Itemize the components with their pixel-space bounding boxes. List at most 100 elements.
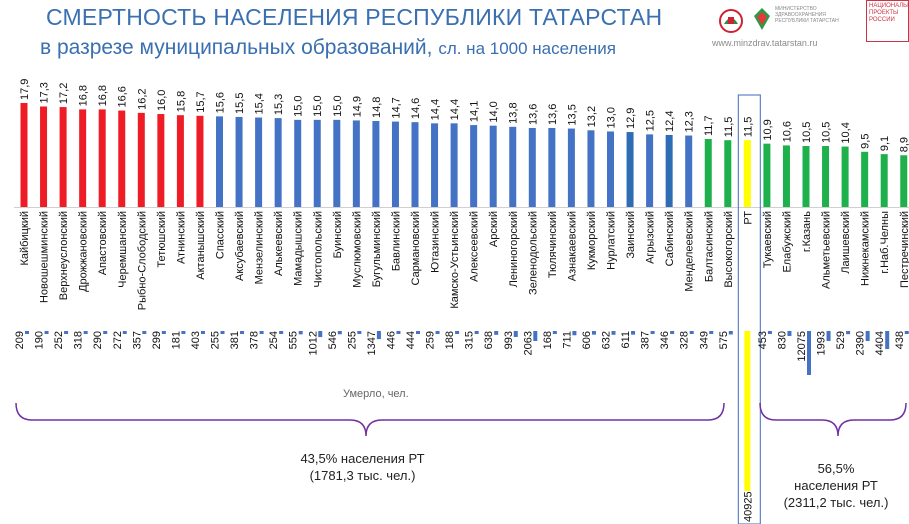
deaths-bar-8 bbox=[181, 331, 186, 334]
rate-label-35: 11,7 bbox=[703, 115, 715, 136]
group-left-note: 43,5% населения РТ (1781,3 тыс. чел.) bbox=[280, 450, 445, 484]
rate-bar-5 bbox=[118, 110, 126, 207]
rate-label-26: 13,6 bbox=[527, 104, 539, 125]
deaths-bar-9 bbox=[200, 331, 205, 334]
deaths-bar-5 bbox=[122, 331, 127, 334]
rate-bar-45 bbox=[900, 155, 908, 207]
rate-label-15: 15,0 bbox=[312, 95, 324, 116]
rate-label-24: 14,0 bbox=[488, 101, 500, 122]
rate-label-0: 17,9 bbox=[19, 79, 31, 100]
deaths-bar-39 bbox=[787, 331, 792, 336]
rate-bar-17 bbox=[352, 120, 360, 207]
rate-label-17: 14,9 bbox=[351, 96, 363, 117]
category-label-15: Чистопольский bbox=[312, 211, 324, 288]
deaths-label-43: 2390 bbox=[855, 331, 867, 355]
rate-bar-40 bbox=[802, 145, 810, 207]
group-left-brace bbox=[15, 402, 725, 437]
rate-bar-2 bbox=[59, 107, 67, 207]
category-label-32: Агрызский bbox=[645, 211, 657, 264]
rate-bar-28 bbox=[567, 128, 575, 207]
category-label-1: Новошешминский bbox=[39, 211, 51, 303]
deaths-bar-13 bbox=[279, 331, 284, 334]
category-label-33: Сабинский bbox=[664, 211, 676, 266]
deaths-bar-38 bbox=[767, 331, 772, 334]
deaths-label: Умерло, чел. bbox=[343, 388, 409, 400]
deaths-bar-23 bbox=[474, 331, 479, 334]
deaths-bar-2 bbox=[64, 331, 69, 334]
deaths-bar-36 bbox=[728, 331, 733, 335]
rate-bar-44 bbox=[880, 154, 888, 207]
rate-label-40: 10,5 bbox=[801, 122, 813, 143]
rate-bar-7 bbox=[157, 114, 165, 207]
rate-label-22: 14,4 bbox=[449, 99, 461, 120]
rate-bar-22 bbox=[450, 123, 458, 207]
website-link[interactable]: www.minzdrav.tatarstan.ru bbox=[712, 38, 818, 48]
rate-label-45: 8,9 bbox=[899, 137, 909, 152]
deaths-bar-16 bbox=[337, 331, 342, 335]
rate-bar-10 bbox=[216, 116, 223, 207]
category-label-10: Спасский bbox=[215, 211, 227, 259]
deaths-bar-27 bbox=[552, 331, 557, 334]
deaths-label-44: 4404 bbox=[874, 331, 886, 355]
category-label-9: Актанышский bbox=[195, 211, 207, 280]
rate-label-10: 15,6 bbox=[215, 92, 227, 113]
category-label-22: Камско-Устьинский bbox=[449, 211, 461, 309]
deaths-bar-14 bbox=[298, 331, 303, 335]
rate-label-2: 17,2 bbox=[58, 83, 70, 104]
deaths-bar-6 bbox=[142, 331, 147, 334]
rate-label-44: 9,1 bbox=[879, 136, 891, 151]
category-label-4: Апастовский bbox=[97, 211, 109, 275]
rate-label-1: 17,3 bbox=[39, 82, 51, 103]
deaths-bar-45 bbox=[904, 331, 909, 334]
category-label-3: Дрожжановский bbox=[78, 211, 90, 292]
deaths-label-26: 2063 bbox=[522, 331, 534, 355]
rate-bar-9 bbox=[196, 115, 204, 207]
rate-bar-41 bbox=[822, 145, 830, 207]
rate-label-32: 12,5 bbox=[645, 110, 657, 131]
category-label-36: Высокогорский bbox=[723, 211, 735, 288]
deaths-bar-33 bbox=[670, 331, 675, 334]
deaths-label-2: 252 bbox=[53, 331, 65, 349]
rate-label-4: 16,8 bbox=[97, 85, 109, 106]
category-label-0: Кайбицкий bbox=[19, 211, 31, 266]
deaths-bar-30 bbox=[611, 331, 616, 335]
rate-label-5: 16,6 bbox=[117, 86, 129, 107]
deaths-label-42: 529 bbox=[835, 331, 847, 349]
rate-bar-27 bbox=[548, 127, 556, 207]
group-right-brace bbox=[759, 402, 907, 437]
deaths-bar-44 bbox=[885, 331, 890, 349]
rate-label-11: 15,5 bbox=[234, 93, 246, 114]
national-projects-text: НАЦИОНАЛЬНЫЕ ПРОЕКТЫ РОССИИ bbox=[869, 3, 909, 23]
rate-bar-34 bbox=[685, 135, 693, 207]
rate-label-13: 15,3 bbox=[273, 94, 285, 115]
rt-highlight-frame bbox=[737, 94, 761, 524]
rate-bar-29 bbox=[587, 130, 595, 207]
ministry-logo: МИНИСТЕРСТВО ЗДРАВООХРАНЕНИЯ РЕСПУБЛИКИ … bbox=[752, 6, 848, 36]
category-label-19: Бавлинский bbox=[390, 211, 402, 271]
group-left-share: 43,5% населения РТ bbox=[300, 451, 425, 466]
rate-bar-12 bbox=[255, 117, 263, 207]
deaths-label-5: 272 bbox=[112, 331, 124, 349]
category-label-13: Алькеевский bbox=[273, 211, 285, 276]
category-label-39: Елабужский bbox=[781, 211, 793, 273]
rate-label-37: 11,5 bbox=[742, 117, 754, 138]
rate-bar-38 bbox=[763, 143, 771, 207]
rate-bar-13 bbox=[274, 118, 282, 207]
deaths-label-9: 403 bbox=[190, 331, 202, 349]
category-label-24: Арский bbox=[488, 211, 500, 247]
deaths-label-17: 255 bbox=[346, 331, 358, 349]
subtitle-main: в разрезе муниципальных образований, bbox=[40, 36, 439, 59]
rate-label-14: 15,0 bbox=[293, 95, 305, 116]
deaths-bar-20 bbox=[416, 331, 420, 334]
category-label-21: Ютазинский bbox=[430, 211, 442, 273]
rate-bar-26 bbox=[528, 127, 536, 207]
rate-label-42: 10,4 bbox=[840, 122, 852, 143]
deaths-label-19: 446 bbox=[385, 331, 397, 349]
rate-label-38: 10,9 bbox=[762, 119, 774, 140]
rate-label-12: 15,4 bbox=[254, 93, 266, 114]
deaths-label-36: 575 bbox=[718, 331, 730, 349]
rate-bar-37 bbox=[743, 140, 751, 207]
rate-label-33: 12,4 bbox=[664, 111, 676, 132]
category-label-11: Аксубаевский bbox=[234, 211, 246, 281]
tatarstan-emblem-icon bbox=[719, 9, 743, 33]
